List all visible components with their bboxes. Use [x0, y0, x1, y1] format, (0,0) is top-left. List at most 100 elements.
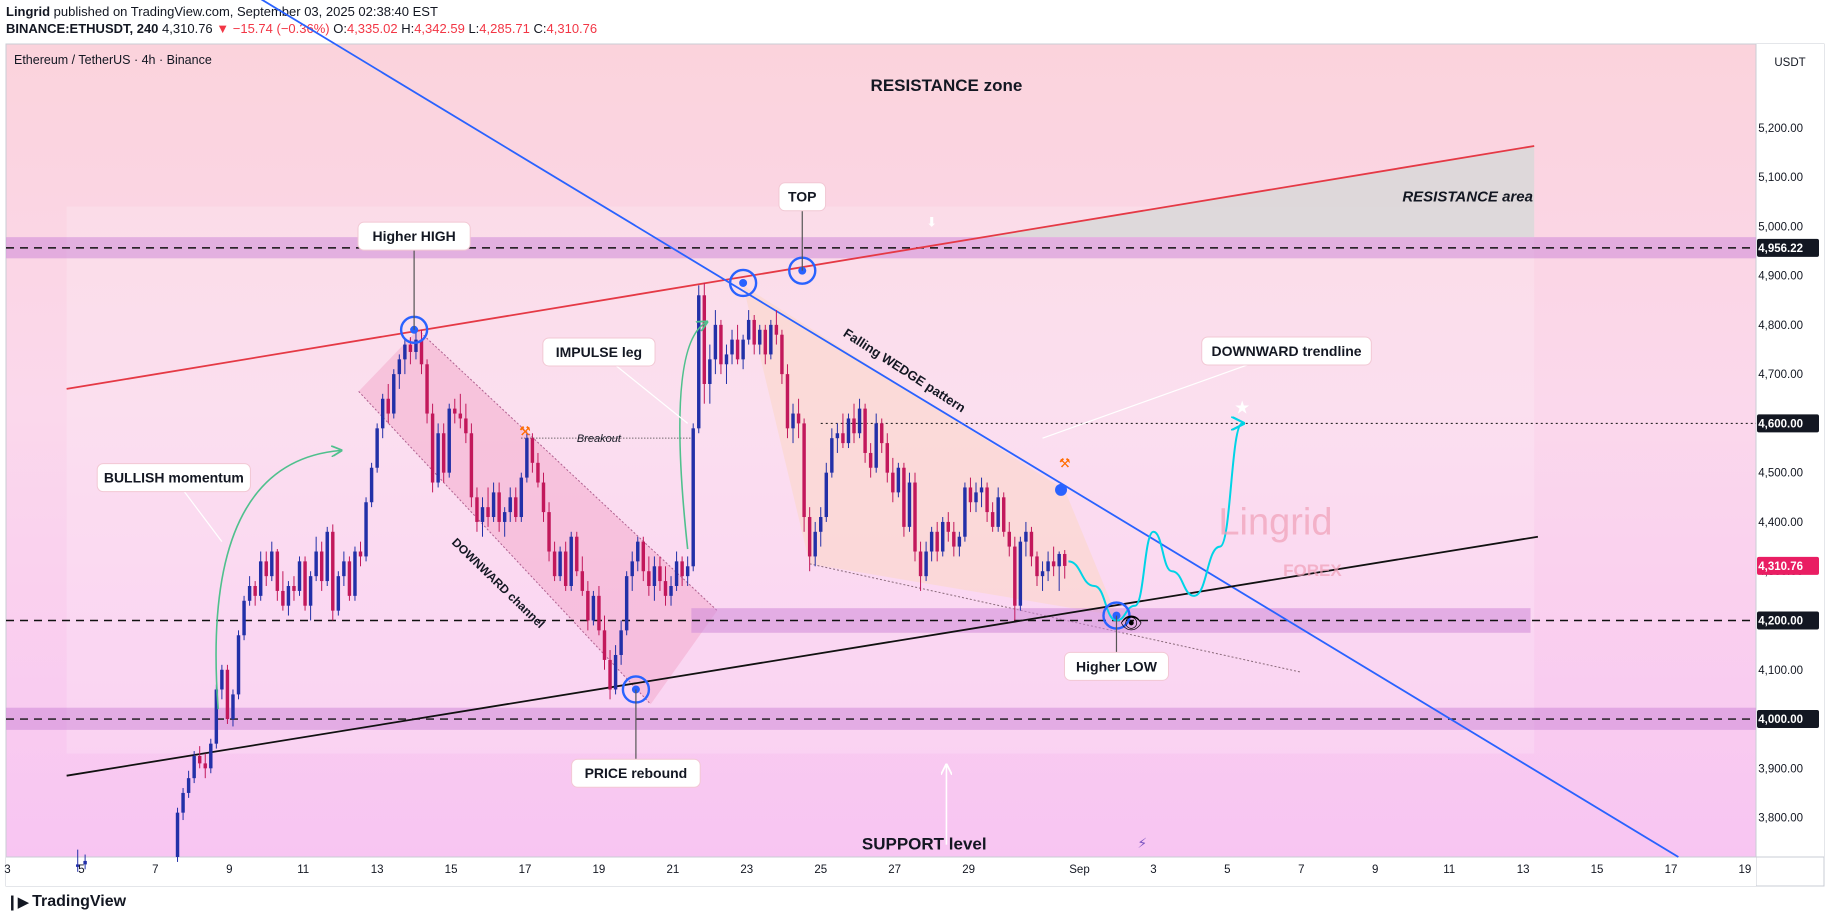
- candle: [802, 418, 806, 532]
- candle-body: [896, 467, 901, 493]
- price-badge: [1757, 238, 1819, 257]
- candle: [242, 595, 246, 641]
- candle-body: [209, 743, 213, 769]
- time-tick-label: 9: [226, 864, 232, 876]
- time-tick-label: 7: [1298, 864, 1304, 876]
- candle-body: [918, 551, 923, 577]
- candle-body: [308, 576, 313, 606]
- candle-body: [514, 497, 518, 518]
- candle-body: [641, 541, 646, 572]
- candle-body: [868, 452, 873, 468]
- chart-label: SUPPORT level: [862, 835, 987, 854]
- candle-body: [1013, 546, 1017, 606]
- candle: [941, 517, 945, 557]
- candle: [885, 433, 890, 483]
- candle: [935, 521, 939, 562]
- candle: [746, 310, 751, 345]
- time-tick-label: 17: [1665, 864, 1678, 876]
- candle-body: [519, 477, 524, 518]
- candle: [469, 423, 474, 508]
- price-badge-label: 4,200.00: [1758, 615, 1803, 627]
- levels-layer: [6, 237, 1756, 730]
- candle: [502, 507, 507, 537]
- candle: [286, 581, 291, 616]
- candle: [441, 423, 446, 483]
- candle-body: [591, 595, 596, 621]
- candle: [774, 310, 779, 345]
- candle: [990, 502, 995, 532]
- candle-body: [985, 487, 989, 513]
- candle-body: [342, 561, 346, 577]
- candle-body: [702, 295, 707, 384]
- time-tick-label: 7: [152, 864, 158, 876]
- callout: Higher LOW: [1063, 615, 1169, 681]
- candle: [985, 482, 989, 522]
- candle: [841, 413, 845, 449]
- candle: [403, 339, 407, 375]
- candle-body: [414, 339, 418, 352]
- candle: [685, 556, 690, 586]
- candle: [608, 650, 612, 700]
- currency-label: USDT: [1774, 57, 1805, 69]
- callout-label: TOP: [788, 189, 817, 205]
- candle: [514, 487, 518, 522]
- candle: [824, 462, 829, 522]
- candle-body: [907, 482, 912, 527]
- candle: [464, 403, 468, 444]
- candle-body: [1046, 561, 1050, 572]
- candle-body: [436, 433, 440, 483]
- candle-body: [75, 864, 80, 867]
- candle-body: [380, 398, 385, 429]
- candle-body: [502, 512, 507, 522]
- candle: [319, 541, 324, 591]
- candle: [480, 497, 485, 537]
- time-tick-label: 3: [1150, 864, 1156, 876]
- candle-body: [780, 334, 784, 375]
- candle: [680, 556, 684, 586]
- ohlc-high-label: H:: [401, 21, 415, 36]
- candle: [270, 541, 274, 582]
- candle: [852, 403, 856, 444]
- time-tick-label: 9: [1372, 864, 1378, 876]
- candle-body: [1063, 553, 1067, 566]
- candle-body: [386, 398, 390, 414]
- candle: [292, 576, 296, 601]
- downward-channel-edge: [358, 391, 652, 705]
- candle-body: [902, 467, 906, 527]
- candle-body: [891, 472, 895, 493]
- chart-label: RESISTANCE zone: [871, 76, 1023, 95]
- candle: [674, 551, 679, 591]
- candle: [791, 403, 795, 444]
- candle: [1029, 526, 1034, 567]
- candle-body: [236, 635, 241, 695]
- price-tick-label: 4,900.00: [1758, 271, 1803, 283]
- candle: [641, 536, 646, 582]
- candle-body: [880, 423, 884, 444]
- candle-body: [480, 507, 485, 522]
- chart-label: RESISTANCE area: [1402, 189, 1533, 206]
- candle: [819, 507, 823, 547]
- price-tick-label: 5,100.00: [1758, 172, 1803, 184]
- candle: [702, 282, 707, 404]
- candle-body: [347, 561, 352, 596]
- time-tick-label: 27: [888, 864, 901, 876]
- candle-body: [963, 487, 967, 537]
- candle: [996, 487, 1000, 532]
- candle: [619, 620, 623, 665]
- candle-body: [408, 344, 413, 352]
- candle-body: [624, 576, 629, 631]
- candle-body: [231, 694, 235, 720]
- candle: [708, 344, 712, 404]
- candle: [957, 531, 962, 557]
- time-tick-label: 15: [445, 864, 458, 876]
- candle: [447, 403, 451, 478]
- candle-body: [286, 586, 291, 606]
- candle: [497, 482, 501, 532]
- symbol-name: BINANCE:ETHUSDT, 240: [6, 21, 159, 36]
- candle: [613, 645, 618, 695]
- candle: [763, 324, 768, 365]
- candle-body: [824, 472, 829, 518]
- time-tick-label: 5: [78, 864, 84, 876]
- candle: [186, 770, 191, 798]
